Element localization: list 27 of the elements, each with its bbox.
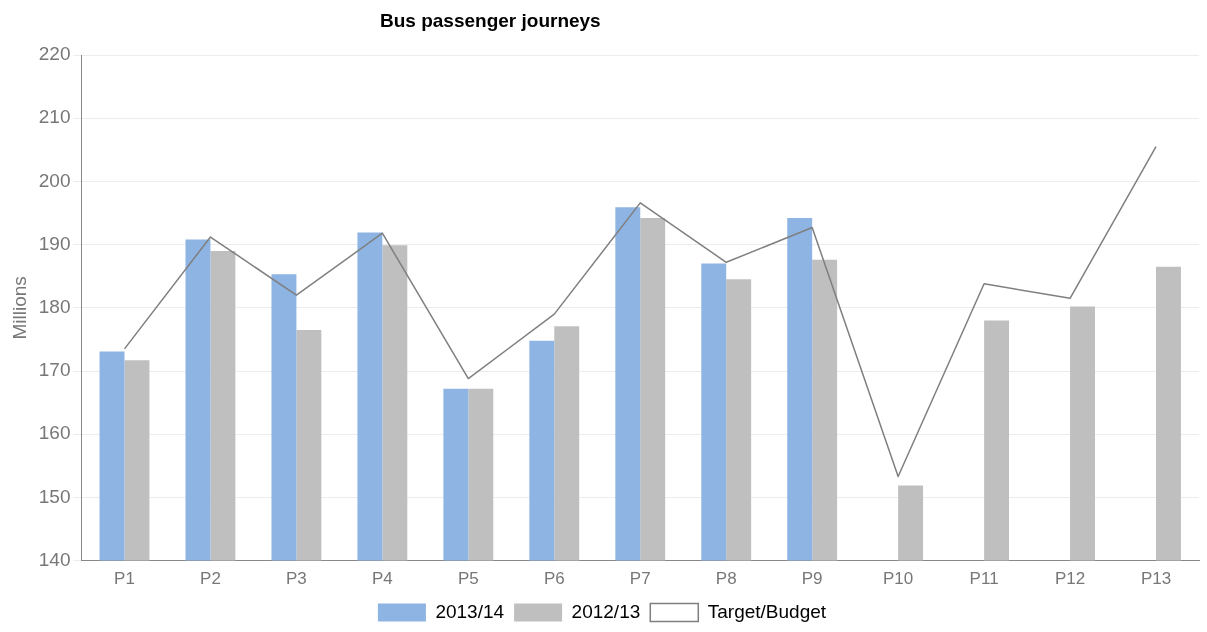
x-tick-label: P8 (715, 569, 737, 589)
x-tick-label: P5 (457, 569, 479, 589)
y-tick-label: 140 (38, 548, 71, 570)
x-tick-label: P13 (1140, 569, 1172, 589)
y-tick-label: 170 (38, 359, 71, 381)
x-tick-label: P7 (629, 569, 651, 589)
chart-title: Bus passenger journeys (380, 10, 601, 32)
legend-label: 2013/14 (435, 600, 505, 622)
y-tick-label: 190 (38, 232, 71, 254)
y-axis-title: Millions (8, 276, 30, 340)
y-tick-label: 150 (38, 485, 71, 507)
y-tick-label: 220 (38, 43, 71, 65)
legend-label: 2012/13 (571, 600, 641, 622)
y-tick-label: 160 (38, 422, 71, 444)
x-tick-label: P2 (200, 569, 221, 589)
legend-label: Target/Budget (707, 600, 827, 622)
x-tick-label: P9 (801, 569, 823, 589)
x-tick-label: P3 (286, 569, 307, 589)
x-tick-label: P6 (543, 569, 565, 589)
x-tick-label: P1 (114, 569, 135, 589)
y-tick-label: 180 (38, 296, 71, 318)
x-tick-label: P4 (371, 569, 393, 589)
y-tick-label: 200 (38, 169, 71, 191)
x-tick-label: P11 (969, 569, 999, 589)
x-tick-label: P10 (883, 569, 914, 589)
x-tick-label: P12 (1054, 569, 1086, 589)
y-tick-label: 210 (38, 106, 71, 128)
